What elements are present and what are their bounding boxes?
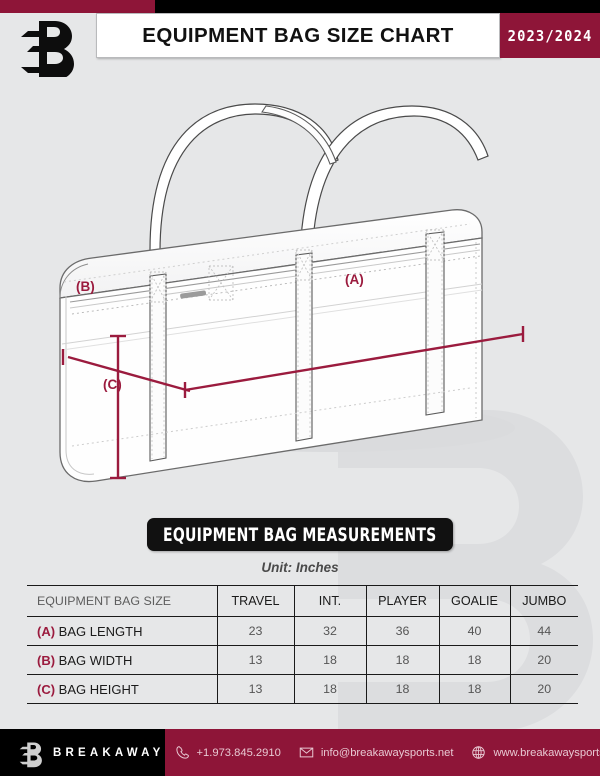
cell-a-travel: 23 (216, 616, 295, 646)
cell-a-player: 36 (365, 616, 440, 646)
cell-c-int: 18 (293, 674, 367, 704)
table-header-row: EQUIPMENT BAG SIZE TRAVEL INT. PLAYER GO… (27, 585, 578, 617)
section-banner: EQUIPMENT BAG MEASUREMENTS (147, 518, 453, 551)
callout-c-label: (C) (103, 377, 122, 392)
page-header: EQUIPMENT BAG SIZE CHART 2023/2024 (0, 13, 600, 59)
column-header-travel: TRAVEL (216, 585, 295, 617)
footer-phone-text: +1.973.845.2910 (196, 746, 281, 759)
column-header-goalie: GOALIE (438, 585, 511, 617)
column-header-int: INT. (293, 585, 367, 617)
season-badge: 2023/2024 (500, 13, 600, 58)
cell-b-player: 18 (365, 645, 440, 675)
table-row: (C) BAG HEIGHT 13 18 18 18 20 (27, 674, 578, 704)
page-footer: BREAKAWAY +1.973.845.2910 info@breakaway… (0, 729, 600, 776)
season-label: 2023/2024 (507, 26, 593, 45)
column-header-player: PLAYER (365, 585, 440, 617)
breakaway-b-logo-icon-footer (19, 742, 42, 767)
row-name-a: BAG LENGTH (58, 623, 143, 639)
row-label-bag-width: (B) BAG WIDTH (27, 645, 218, 675)
footer-website-text: www.breakawaysports.net (493, 746, 600, 759)
footer-website[interactable]: www.breakawaysports.net (471, 745, 600, 760)
column-header-size: EQUIPMENT BAG SIZE (27, 585, 218, 617)
cell-b-jumbo: 20 (509, 645, 578, 675)
cell-c-goalie: 18 (438, 674, 511, 704)
cell-b-travel: 13 (216, 645, 295, 675)
footer-brand-name: BREAKAWAY (53, 746, 165, 759)
cell-b-goalie: 18 (438, 645, 511, 675)
row-tag-a: (A) (37, 623, 56, 639)
cell-c-player: 18 (365, 674, 440, 704)
cell-a-int: 32 (293, 616, 367, 646)
envelope-icon (299, 747, 314, 758)
measurements-table-wrapper: EQUIPMENT BAG SIZE TRAVEL INT. PLAYER GO… (27, 585, 578, 704)
measurements-table: EQUIPMENT BAG SIZE TRAVEL INT. PLAYER GO… (27, 585, 578, 704)
row-tag-b: (B) (37, 652, 56, 668)
section-banner-title: EQUIPMENT BAG MEASUREMENTS (163, 523, 437, 546)
callout-b-label: (B) (76, 279, 95, 294)
breakaway-b-logo-icon (21, 21, 74, 77)
table-row: (A) BAG LENGTH 23 32 36 40 44 (27, 616, 578, 646)
footer-email-text: info@breakawaysports.net (320, 746, 454, 759)
cell-a-jumbo: 44 (509, 616, 578, 646)
column-header-jumbo: JUMBO (509, 585, 578, 617)
row-label-bag-length: (A) BAG LENGTH (27, 616, 218, 646)
globe-icon (472, 746, 486, 759)
top-strip-black (155, 0, 600, 13)
cell-a-goalie: 40 (438, 616, 511, 646)
unit-note: Unit: Inches (261, 560, 339, 575)
footer-brand-block: BREAKAWAY (0, 729, 165, 776)
title-bar: EQUIPMENT BAG SIZE CHART (96, 13, 500, 58)
top-strip-maroon (0, 0, 155, 13)
footer-phone[interactable]: +1.973.845.2910 (175, 745, 281, 760)
row-name-c: BAG HEIGHT (58, 681, 139, 697)
row-label-bag-height: (C) BAG HEIGHT (27, 674, 218, 704)
footer-contact-block: +1.973.845.2910 info@breakawaysports.net… (164, 729, 600, 776)
phone-icon (175, 746, 189, 759)
table-row: (B) BAG WIDTH 13 18 18 18 20 (27, 645, 578, 675)
row-name-b: BAG WIDTH (58, 652, 133, 668)
cell-c-travel: 13 (216, 674, 295, 704)
callout-a-label: (A) (345, 272, 364, 287)
page-title: EQUIPMENT BAG SIZE CHART (142, 23, 454, 47)
row-tag-c: (C) (37, 681, 56, 697)
bag-illustration: (B) (A) (C) (59, 103, 525, 483)
cell-b-int: 18 (293, 645, 367, 675)
cell-c-jumbo: 20 (509, 674, 578, 704)
footer-email[interactable]: info@breakawaysports.net (299, 745, 454, 760)
